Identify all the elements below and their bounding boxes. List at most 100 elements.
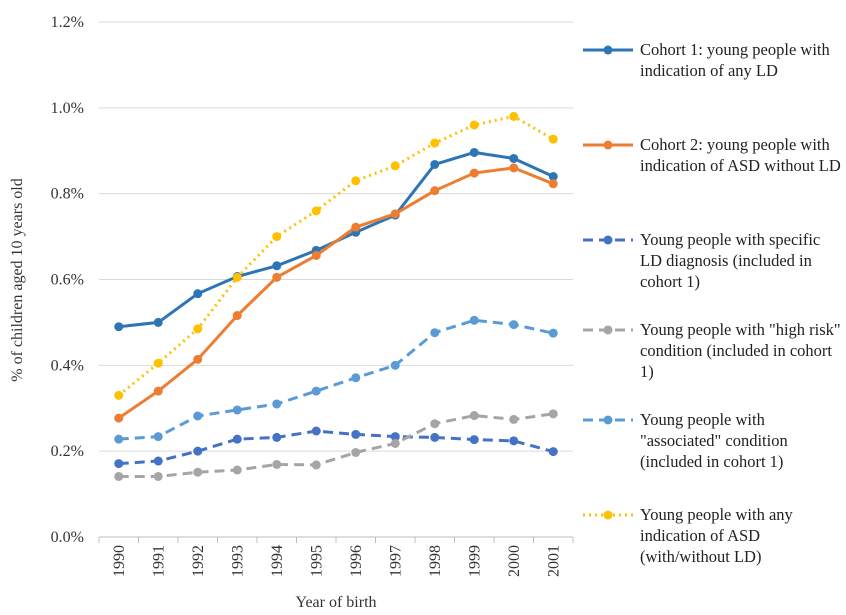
point	[469, 315, 479, 325]
point	[193, 411, 203, 421]
legend-marker	[603, 140, 613, 150]
point	[548, 328, 558, 338]
point	[272, 272, 282, 282]
series-line	[118, 412, 554, 478]
point	[232, 405, 242, 415]
point	[509, 153, 519, 163]
point	[509, 320, 519, 330]
legend-marker	[603, 45, 613, 55]
point	[153, 386, 163, 396]
point	[430, 432, 440, 442]
point	[272, 459, 282, 469]
point	[114, 390, 124, 400]
point	[193, 354, 203, 364]
point	[469, 411, 479, 421]
legend-marker	[603, 415, 613, 425]
series-line	[117, 114, 554, 397]
point	[311, 426, 321, 436]
point	[509, 414, 519, 424]
point	[114, 459, 124, 469]
point	[390, 161, 400, 171]
point	[114, 471, 124, 481]
x-tick-label: 2001	[545, 545, 562, 577]
point	[351, 447, 361, 457]
point	[153, 432, 163, 442]
point	[232, 311, 242, 321]
y-tick-label: 0.8%	[51, 186, 84, 203]
series-line	[117, 166, 554, 420]
point	[469, 435, 479, 445]
point	[272, 432, 282, 442]
x-tick-label: 1993	[229, 545, 246, 577]
point	[548, 172, 558, 181]
point	[193, 289, 203, 299]
point	[509, 163, 519, 173]
point	[509, 111, 519, 121]
point	[311, 206, 321, 216]
x-axis-title: Year of birth	[295, 594, 376, 611]
x-tick-label: 1996	[348, 545, 365, 577]
point	[153, 358, 163, 368]
x-tick-label: 1995	[308, 545, 325, 577]
point	[548, 179, 558, 189]
y-tick-label: 0.6%	[51, 272, 84, 289]
point	[390, 209, 400, 219]
legend-label: Cohort 1: young people with indication o…	[640, 40, 830, 80]
point	[232, 272, 242, 282]
point	[153, 456, 163, 466]
x-tick-label: 1991	[150, 545, 167, 577]
x-tick-label: 1990	[111, 545, 128, 577]
point	[153, 471, 163, 481]
point	[509, 436, 519, 446]
y-tick-label: 1.2%	[51, 14, 84, 31]
point	[193, 324, 203, 334]
legend-label: Young people with any indication of ASD …	[640, 505, 793, 566]
point	[232, 434, 242, 444]
x-tick-label: 1999	[466, 545, 483, 577]
point	[351, 176, 361, 186]
legend-label: Young people with "high risk" condition …	[640, 320, 841, 381]
point	[193, 446, 203, 456]
x-tick-label: 1992	[190, 545, 207, 577]
legend-label: Cohort 2: young people with indication o…	[640, 135, 841, 175]
x-tick-label: 1997	[387, 545, 404, 577]
y-tick-label: 1.0%	[51, 100, 84, 117]
x-tick-label: 1994	[269, 545, 286, 577]
point	[153, 317, 163, 327]
point	[390, 432, 400, 442]
legend-marker	[603, 325, 613, 335]
point	[469, 120, 479, 130]
y-tick-label: 0.0%	[51, 529, 84, 546]
point	[114, 434, 124, 444]
legend-label: Young people with "associated" condition…	[640, 410, 788, 471]
point	[430, 159, 440, 169]
point	[114, 322, 124, 332]
point	[351, 373, 361, 383]
point	[548, 409, 558, 419]
point	[390, 360, 400, 370]
legend-label: Young people with specific LD diagnosis …	[640, 230, 821, 291]
point	[114, 413, 124, 423]
point	[272, 232, 282, 242]
point	[193, 467, 203, 477]
x-tick-label: 2000	[506, 545, 523, 577]
point	[548, 447, 558, 457]
point	[351, 429, 361, 439]
series-line	[118, 429, 554, 466]
x-tick-label: 1998	[427, 545, 444, 577]
series-line	[118, 318, 554, 441]
point	[311, 460, 321, 470]
legend-marker	[603, 235, 613, 245]
legend-marker	[603, 510, 613, 520]
point	[469, 168, 479, 178]
y-axis-title: % of children aged 10 years old	[9, 178, 26, 381]
y-tick-label: 0.4%	[51, 357, 84, 374]
point	[548, 134, 558, 144]
point	[232, 465, 242, 475]
point	[311, 250, 321, 260]
point	[272, 399, 282, 409]
point	[430, 186, 440, 196]
point	[311, 386, 321, 396]
point	[430, 138, 440, 148]
